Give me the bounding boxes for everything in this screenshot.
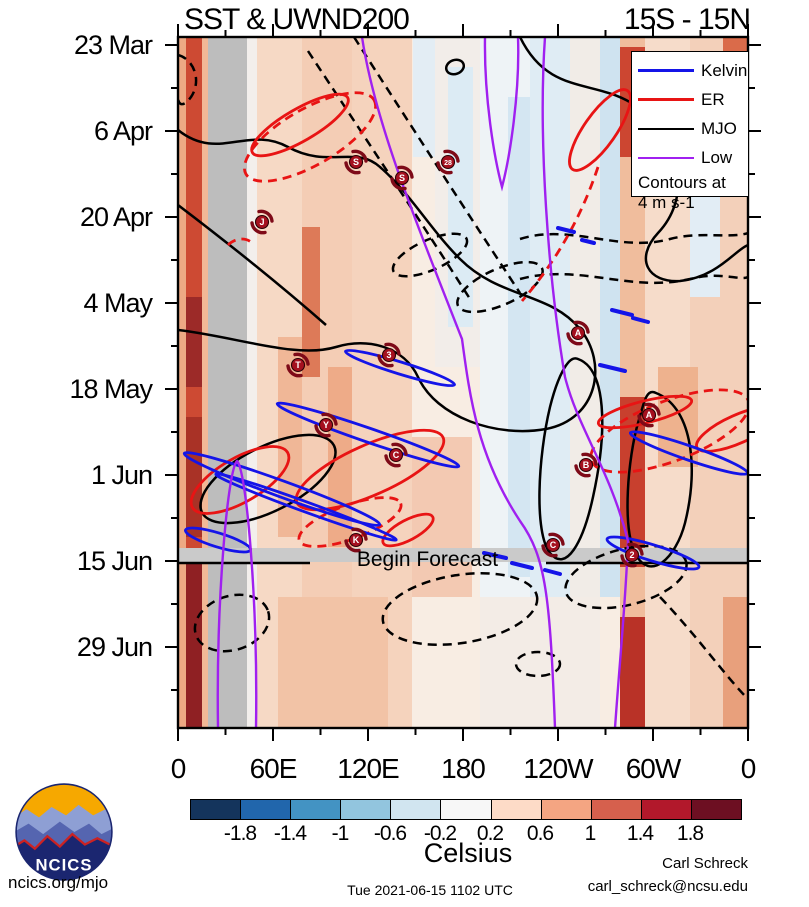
y-tick-label: 15 Jun	[76, 546, 153, 576]
sst-band	[412, 437, 472, 597]
x-tick-label: 60W	[625, 753, 682, 784]
low-line-sample	[638, 156, 694, 159]
cyclone-label: J	[259, 217, 264, 227]
cyclone-label: S	[399, 173, 405, 183]
colorbar-tick-label: -1.4	[273, 822, 307, 845]
legend-row-er: ER	[638, 85, 748, 114]
legend-label-low: Low	[701, 147, 733, 167]
website-link[interactable]: ncics.org/mjo	[8, 873, 109, 892]
colorbar-tick-label: 0.6	[526, 822, 554, 845]
logo-text: NCICS	[35, 856, 92, 875]
x-tick-label: 180	[441, 753, 486, 784]
cyclone-label: A	[575, 328, 582, 338]
contour-interval-note-line1: Contours at	[638, 173, 726, 192]
cyclone-label: 2	[629, 550, 634, 560]
sst-band	[186, 297, 202, 387]
colorbar-tick-label: 1.4	[626, 822, 654, 845]
colorbar-segment	[641, 800, 692, 819]
cyclone-label: B	[583, 460, 590, 470]
colorbar-tick-label: -0.6	[373, 822, 407, 845]
x-tick-label: 0	[170, 753, 187, 784]
colorbar-segment	[491, 800, 542, 819]
sst-band	[278, 597, 388, 728]
y-tick-label: 4 May	[83, 288, 153, 318]
page-title: SST & UWND200	[184, 3, 410, 36]
y-tick-label: 29 Jun	[76, 632, 153, 662]
ncics-logo: NCICS	[15, 783, 113, 881]
sst-band	[723, 597, 748, 728]
sst-band	[480, 597, 600, 728]
author-name: Carl Schreck	[662, 855, 748, 872]
cyclone-label: Y	[323, 420, 329, 430]
colorbar-segment	[391, 800, 442, 819]
sst-band	[413, 37, 435, 157]
cyclone-label: T	[295, 360, 301, 370]
sst-band	[448, 67, 473, 327]
cyclone-label: C	[393, 450, 400, 460]
y-tick-label: 1 Jun	[90, 460, 153, 490]
sst-band	[202, 37, 208, 728]
cyclone-label: 28	[444, 160, 452, 167]
mjo-line-sample	[638, 127, 694, 130]
begin-forecast-label: Begin Forecast	[356, 548, 499, 571]
sst-band	[620, 617, 645, 728]
colorbar-tick-label: -1.8	[223, 822, 257, 845]
colorbar-tick-label: -1	[331, 822, 350, 845]
cyclone-label: A	[646, 410, 653, 420]
x-tick-label: 120W	[523, 753, 593, 784]
legend-row-kelvin: Kelvin	[638, 56, 748, 85]
kelvin-line-sample	[638, 69, 694, 72]
logo-art: NCICS	[16, 784, 112, 880]
sst-band	[302, 227, 320, 377]
y-tick-label: 18 May	[69, 374, 153, 404]
sst-band	[186, 417, 202, 537]
y-tick-label: 20 Apr	[79, 202, 153, 232]
legend-row-low: Low	[638, 143, 748, 172]
colorbar-tick-label: 0.2	[476, 822, 504, 845]
timestamp: Tue 2021-06-15 1102 UTC	[347, 882, 513, 898]
sst-band	[178, 37, 186, 728]
contour-legend: Kelvin ER MJO Low Contours at 4 m s-1	[631, 51, 749, 212]
logo-rim	[15, 783, 113, 881]
author-email[interactable]: carl_schreck@ncsu.edu	[587, 878, 748, 895]
cyclone-label: C	[550, 540, 557, 550]
x-tick-label: 120E	[337, 753, 399, 784]
y-tick-label: 23 Mar	[73, 30, 153, 60]
colorbar-tick-label: -0.2	[423, 822, 457, 845]
colorbar-segment	[241, 800, 292, 819]
colorbar-tick-label: 1.8	[676, 822, 704, 845]
colorbar	[190, 799, 742, 820]
legend-label-er: ER	[701, 89, 725, 109]
cyclone-label: 3	[386, 350, 391, 360]
colorbar-segment	[191, 800, 242, 819]
logo-red-ridgeline	[16, 832, 112, 851]
legend-row-mjo: MJO	[638, 114, 748, 143]
cyclone-label: S	[353, 157, 359, 167]
contour-interval-note-line2: 4 m s-1	[638, 193, 695, 212]
colorbar-tick-label: 1	[584, 822, 597, 845]
sst-band	[530, 37, 570, 597]
er-line-sample	[638, 98, 694, 101]
colorbar-segment	[441, 800, 492, 819]
colorbar-segment	[541, 800, 592, 819]
x-tick-label: 60E	[249, 753, 298, 784]
colorbar-segment	[691, 800, 742, 819]
latitude-band-label: 15S - 15N	[623, 3, 751, 36]
y-tick-label: 6 Apr	[93, 116, 153, 146]
colorbar-segment	[341, 800, 392, 819]
colorbar-segment	[291, 800, 342, 819]
legend-label-kelvin: Kelvin	[701, 60, 748, 80]
cyclone-label: K	[353, 535, 360, 545]
colorbar-title: Celsius	[423, 838, 513, 868]
x-tick-label: 0	[740, 753, 757, 784]
colorbar-segment	[591, 800, 642, 819]
legend-label-mjo: MJO	[701, 118, 737, 138]
